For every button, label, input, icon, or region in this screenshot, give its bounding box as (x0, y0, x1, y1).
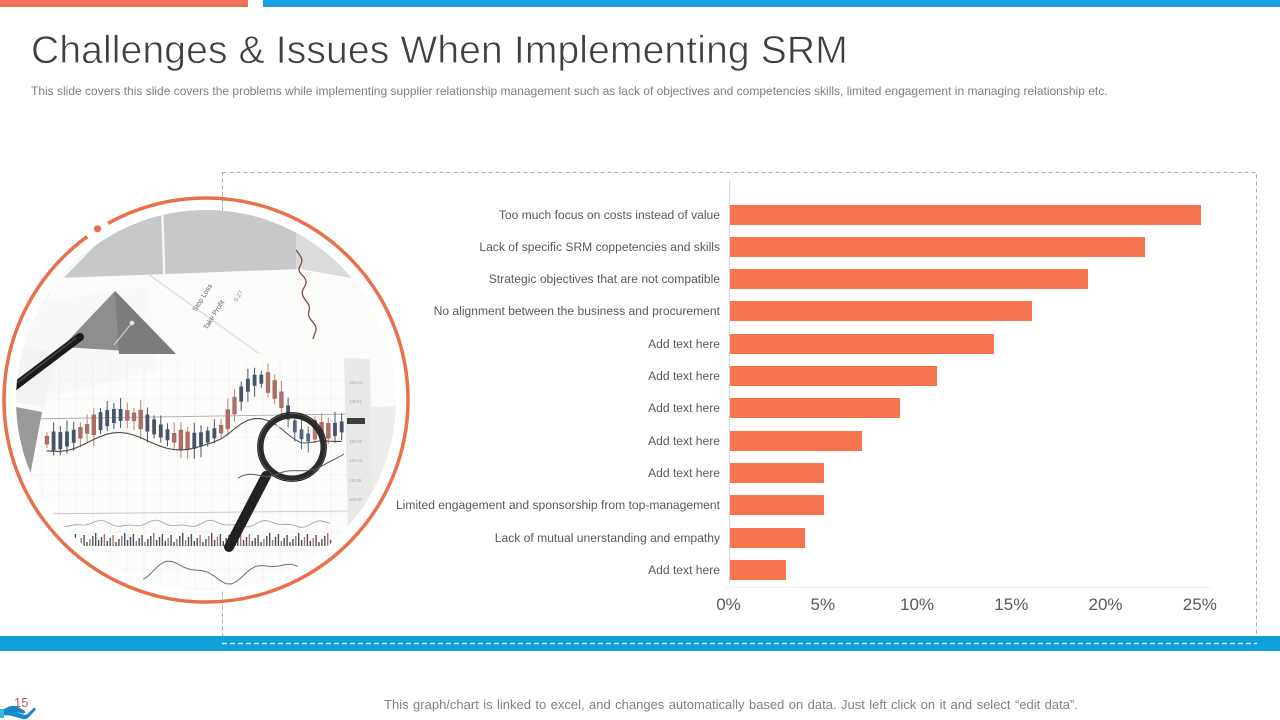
svg-text:120.03: 120.03 (349, 458, 362, 463)
svg-text:100.00: 100.00 (349, 497, 362, 502)
svg-text:150.04: 150.04 (349, 380, 362, 385)
svg-text:0.27: 0.27 (234, 289, 246, 303)
svg-text:15: 15 (14, 695, 28, 710)
svg-text:130.06: 130.06 (349, 439, 362, 444)
svg-text:139.81: 139.81 (349, 399, 362, 404)
svg-text:110.05: 110.05 (349, 478, 362, 483)
